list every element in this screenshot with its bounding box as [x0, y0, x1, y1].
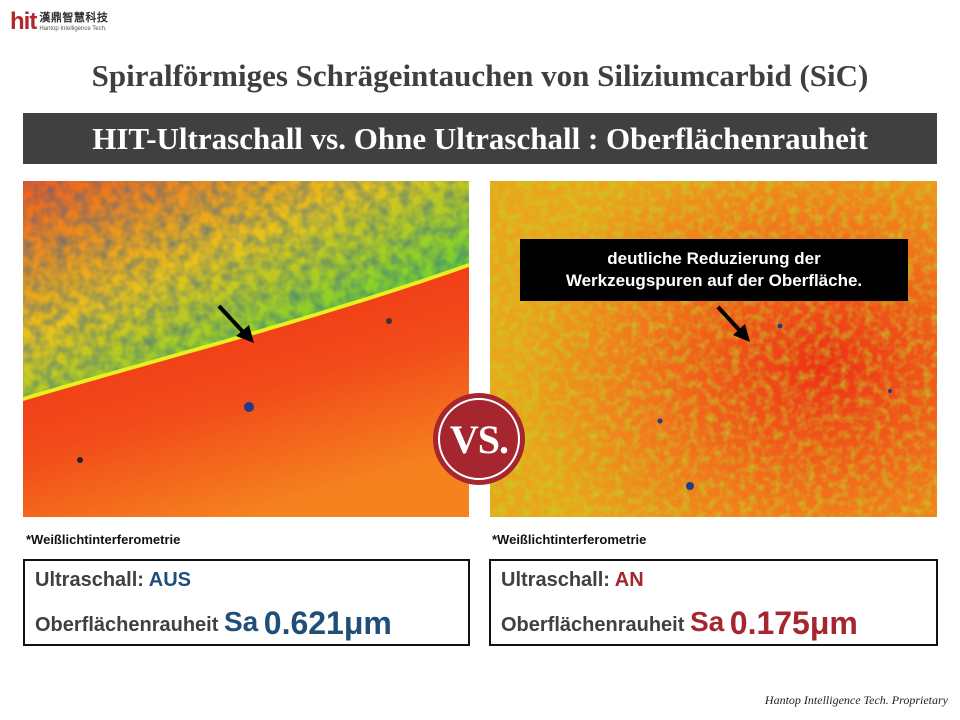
callout-line-1: deutliche Reduzierung der [607, 249, 821, 268]
sa-value: 0.175μm [729, 605, 858, 641]
callout-annotation: deutliche Reduzierung der Werkzeugspuren… [520, 239, 908, 301]
result-box-with-ultrasound: Ultraschall: AN Oberflächenrauheit Sa 0.… [489, 559, 938, 646]
surface-map-right [490, 181, 937, 517]
ultrasound-label: Ultraschall: [35, 569, 144, 591]
roughness-label: Oberflächenrauheit [35, 614, 219, 636]
callout-line-2: Werkzeugspuren auf der Oberfläche. [565, 271, 863, 290]
sa-label: Sa [223, 606, 259, 637]
result-box-without-ultrasound: Ultraschall: AUS Oberflächenrauheit Sa 0… [23, 559, 470, 646]
ultrasound-state: AUS [148, 569, 191, 591]
vs-badge: VS. [435, 395, 523, 483]
slide-title: Spiralförmiges Schrägeintauchen von Sili… [91, 58, 869, 93]
logo-english-name: Hantop Intelligence Tech. [39, 25, 107, 32]
proprietary-footer: Hantop Intelligence Tech. Proprietary [764, 693, 948, 707]
surface-map-left [23, 181, 469, 517]
company-logo: hit 漢鼎智慧科技 Hantop Intelligence Tech. [10, 9, 108, 35]
ultrasound-state: AN [614, 569, 644, 591]
roughness-label: Oberflächenrauheit [501, 614, 685, 636]
comparison-banner: HIT-Ultraschall vs. Ohne Ultraschall : O… [23, 113, 937, 164]
measurement-note-left: *Weißlichtinterferometrie [26, 532, 181, 547]
logo-chinese-name: 漢鼎智慧科技 [39, 11, 109, 24]
sa-label: Sa [689, 606, 725, 637]
sa-value: 0.621μm [263, 605, 392, 641]
vs-label: VS. [438, 398, 520, 480]
logo-mark: hit [10, 8, 37, 35]
ultrasound-label: Ultraschall: [501, 569, 610, 591]
measurement-note-right: *Weißlichtinterferometrie [492, 532, 647, 547]
